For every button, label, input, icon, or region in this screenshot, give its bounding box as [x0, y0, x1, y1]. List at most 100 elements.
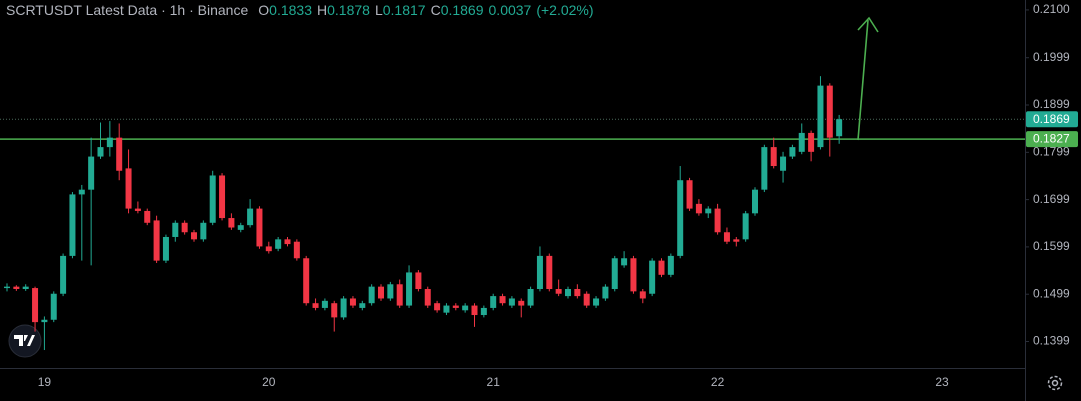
x-tick-label: 23	[935, 375, 949, 389]
settings-icon[interactable]	[1047, 375, 1063, 391]
candle-body	[406, 272, 413, 306]
candle-body	[303, 258, 310, 304]
candle-body	[191, 232, 197, 240]
candle-body	[508, 298, 515, 306]
candle-body	[415, 272, 422, 290]
candle-body	[667, 255, 674, 275]
candle-body	[200, 222, 207, 240]
legend-value: 0.1878	[327, 2, 370, 18]
candle-body	[69, 194, 76, 256]
candle-body	[41, 319, 48, 323]
candle-body	[499, 296, 506, 304]
candle-body	[275, 239, 282, 249]
y-tick-label: 0.1799	[1033, 144, 1070, 158]
y-tick-label: 0.1899	[1033, 97, 1070, 111]
candle-body	[312, 303, 319, 308]
last-price-tag-box	[1026, 111, 1078, 128]
y-tick-label: 0.2100	[1033, 2, 1070, 16]
candle-body	[471, 305, 478, 316]
candle-body	[284, 239, 291, 245]
candle-body	[32, 288, 39, 323]
candle-body	[4, 286, 10, 289]
candle-body	[162, 236, 169, 261]
y-tick-label: 0.1999	[1033, 50, 1070, 64]
candle-body	[340, 298, 347, 318]
legend-header: SCRTUSDT Latest Data · 1h · Binance O0.18…	[6, 2, 594, 18]
candle-body	[630, 258, 637, 292]
candle-body	[705, 208, 712, 214]
candle-body	[565, 289, 571, 297]
candle-body	[443, 305, 450, 313]
candle-body	[78, 189, 85, 195]
candle-body	[22, 286, 29, 290]
candle-body	[527, 289, 534, 306]
legend-key: C	[431, 2, 441, 18]
x-tick-label: 21	[487, 375, 501, 389]
candle-body	[368, 286, 375, 304]
candle-body	[209, 175, 216, 223]
candle-body	[106, 137, 113, 148]
candle-body	[574, 289, 581, 297]
candle-body	[555, 289, 562, 294]
candle-body	[658, 260, 665, 275]
candle-body	[546, 255, 553, 290]
gear-inner[interactable]	[1051, 379, 1059, 387]
candle-body	[490, 296, 497, 308]
candle-body	[452, 305, 459, 308]
candle-body	[378, 286, 384, 299]
candle-body	[583, 293, 590, 306]
gear-outer[interactable]	[1047, 375, 1063, 391]
candle-body	[789, 147, 796, 157]
candle-body	[602, 286, 609, 299]
arrow-shaft	[857, 19, 869, 141]
candle-body	[677, 180, 684, 256]
candle-body	[265, 246, 272, 252]
candle-body	[714, 208, 721, 233]
y-tick-label: 0.1399	[1033, 334, 1070, 348]
y-tick-label: 0.1499	[1033, 286, 1070, 300]
candle-body	[97, 147, 104, 157]
legend-change-pct: (+2.02%)	[536, 2, 593, 18]
candle-body	[639, 291, 646, 299]
candle-body	[480, 307, 487, 316]
candle-body	[116, 137, 123, 171]
level-tag-label: 0.1827	[1033, 132, 1070, 146]
candle-body	[349, 298, 356, 306]
candle-body	[88, 156, 95, 190]
candle-body	[125, 168, 132, 209]
candle-body	[798, 132, 805, 152]
legend-change: 0.0037	[489, 2, 532, 18]
candle-body	[518, 300, 525, 306]
candle-body	[293, 241, 300, 259]
candle-body	[237, 225, 244, 230]
title: SCRTUSDT Latest Data · 1h · Binance	[6, 2, 248, 18]
candle-body	[387, 284, 394, 299]
legend-value: 0.1833	[269, 2, 312, 18]
candle-body	[621, 258, 628, 266]
candle-body	[172, 222, 179, 237]
candle-body	[742, 213, 749, 240]
candle-body	[424, 289, 431, 306]
logo-glyph[interactable]	[14, 335, 35, 346]
level-tag-box	[1026, 131, 1078, 148]
candle-body	[695, 203, 702, 214]
candle-body	[686, 180, 693, 209]
candle-body	[144, 210, 151, 223]
candle-body	[817, 85, 824, 148]
candle-body	[770, 147, 777, 167]
candle-body	[780, 156, 787, 171]
legend-key: O	[258, 2, 269, 18]
candle-body	[228, 218, 235, 228]
legend-value: 0.1817	[383, 2, 426, 18]
candle-body	[836, 119, 843, 137]
candle-body	[761, 147, 768, 190]
candle-body	[331, 303, 338, 318]
y-tick-label: 0.1599	[1033, 239, 1070, 253]
candle-body	[434, 303, 441, 311]
legend-key: H	[317, 2, 327, 18]
candle-body	[808, 132, 815, 152]
candle-body	[733, 239, 740, 242]
tv-logo[interactable]	[8, 324, 42, 358]
